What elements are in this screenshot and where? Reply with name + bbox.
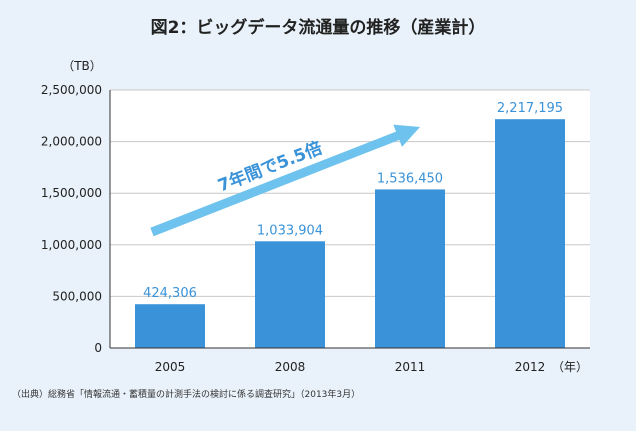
- y-unit-label: （TB）: [62, 59, 102, 73]
- bar-2008: [255, 241, 325, 348]
- bar-2011: [375, 189, 445, 348]
- y-tick-labels: 0 500,000 1,000,000 1,500,000 2,000,000 2,500…: [41, 83, 102, 355]
- x-unit-label: （年）: [552, 360, 588, 374]
- bar-2012: [495, 119, 565, 348]
- y-tick-label: 2,000,000: [41, 135, 102, 149]
- x-tick-label: 2011: [395, 360, 426, 374]
- x-tick-label: 2005: [155, 360, 186, 374]
- value-label: 1,033,904: [257, 223, 323, 238]
- bars: [135, 119, 565, 348]
- source-note: （出典）総務省「情報流通・蓄積量の計測手法の検討に係る調査研究」（2013年3月…: [12, 388, 360, 400]
- chart-title: 図2：ビッグデータ流通量の推移（産業計）: [151, 17, 486, 38]
- y-tick-label: 2,500,000: [41, 83, 102, 97]
- value-label: 424,306: [143, 286, 197, 301]
- x-tick-label: 2012: [515, 360, 546, 374]
- bar-2005: [135, 304, 205, 348]
- trend-arrow-icon: [150, 124, 420, 237]
- value-labels: 424,306 1,033,904 1,536,450 2,217,195: [143, 101, 563, 301]
- value-label: 2,217,195: [497, 101, 563, 116]
- x-tick-label: 2008: [275, 360, 306, 374]
- y-tick-label: 0: [94, 341, 102, 355]
- y-tick-label: 1,000,000: [41, 238, 102, 252]
- trend-arrow-group: [150, 124, 420, 237]
- value-label: 1,536,450: [377, 171, 443, 186]
- x-tick-labels: 2005 2008 2011 2012: [155, 360, 546, 374]
- y-tick-label: 500,000: [52, 289, 102, 303]
- y-tick-label: 1,500,000: [41, 186, 102, 200]
